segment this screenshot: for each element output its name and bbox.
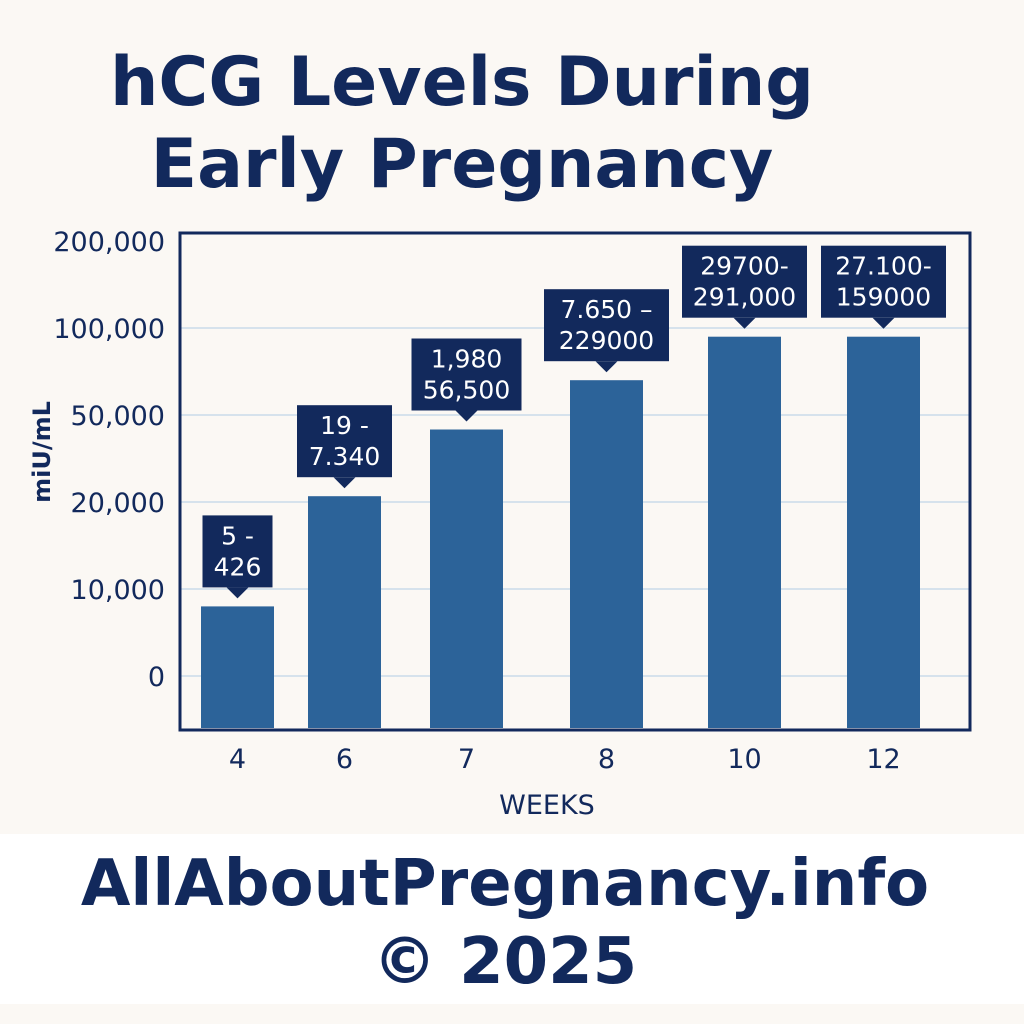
data-label-text: 29700- [700, 252, 789, 281]
x-tick-label: 8 [598, 744, 615, 775]
footer: AllAboutPregnancy.info © 2025 [0, 834, 1024, 1004]
data-label-text: 7.650 – [560, 295, 652, 324]
data-label-pointer [595, 361, 618, 373]
y-tick-label: 10,000 [71, 575, 165, 606]
data-label-box [297, 405, 392, 478]
chart-title-line-2: Early Pregnancy [150, 125, 774, 204]
data-label-text: 7.340 [309, 442, 381, 471]
y-tick-label: 100,000 [53, 314, 165, 345]
data-label: 27.100-159000 [821, 245, 946, 329]
data-label-box [682, 245, 807, 318]
bars [201, 336, 920, 728]
data-label: 7.650 –229000 [544, 289, 669, 373]
ticks: 200,000 100,000 50,000 20,000 10,000 0 4 6 7 8 10 1… [53, 227, 900, 775]
data-label-pointer [733, 317, 756, 329]
data-label-box [202, 515, 273, 588]
data-label-text: 291,000 [693, 283, 796, 312]
chart-title-line-1: hCG Levels During [110, 43, 814, 122]
data-label-text: 159000 [836, 283, 931, 312]
x-tick-label: 6 [336, 744, 353, 775]
data-label-text: 19 - [320, 411, 369, 440]
y-tick-label: 20,000 [71, 488, 165, 519]
y-axis-label: miU/mL [28, 401, 56, 503]
data-label-pointer [226, 587, 249, 599]
x-tick-label: 7 [458, 744, 475, 775]
bar [847, 336, 920, 728]
data-label-box [544, 289, 669, 362]
x-axis-label: WEEKS [499, 790, 595, 821]
data-label-text: 56,500 [423, 376, 510, 405]
data-label-box [821, 245, 946, 318]
data-label-pointer [872, 317, 895, 329]
x-tick-label: 12 [866, 744, 900, 775]
data-label-text: 27.100- [835, 252, 932, 281]
data-label: 5 -426 [202, 515, 273, 599]
data-label: 19 -7.340 [297, 405, 392, 489]
data-label-text: 229000 [559, 326, 654, 355]
y-tick-label: 50,000 [71, 401, 165, 432]
data-label-text: 5 - [221, 521, 254, 550]
data-label-pointer [333, 477, 356, 489]
data-label-text: 426 [214, 552, 262, 581]
x-tick-label: 4 [229, 744, 246, 775]
footer-site-name: AllAboutPregnancy.info [80, 847, 930, 921]
y-tick-label: 0 [148, 662, 165, 693]
bar [570, 380, 643, 728]
bar [708, 336, 781, 728]
data-label-box [411, 338, 522, 411]
data-label: 29700-291,000 [682, 245, 807, 329]
chart-title: hCG Levels During Early Pregnancy [0, 42, 924, 206]
plot-frame [178, 231, 972, 732]
bar [308, 496, 381, 728]
footer-copyright: © 2025 [372, 925, 638, 999]
data-label-text: 1,980 [431, 345, 503, 374]
x-tick-label: 10 [727, 744, 761, 775]
y-tick-label: 200,000 [53, 227, 165, 258]
bar [430, 429, 503, 728]
bar [201, 606, 274, 728]
data-label-pointer [455, 410, 478, 422]
